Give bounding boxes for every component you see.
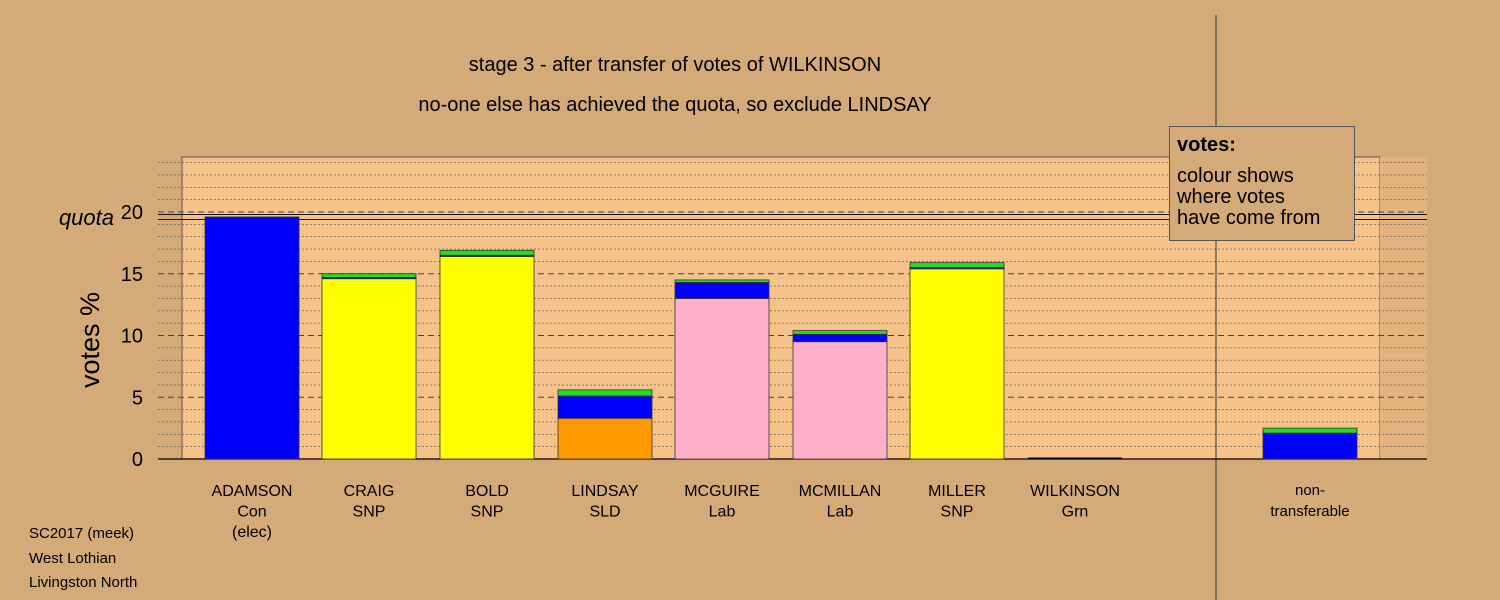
bar-segment [792, 341, 888, 460]
category-label: SNP [941, 504, 974, 521]
bar-segment [439, 249, 535, 256]
y-tick-label: 20 [121, 202, 143, 224]
footer-ward: Livingston North [29, 574, 138, 591]
category-label: SNP [471, 504, 504, 521]
category-label-nontransferable: non- [1295, 482, 1325, 499]
category-label: LINDSAY [571, 483, 639, 500]
category-label: Con [237, 504, 266, 521]
legend-line: have come from [1177, 207, 1321, 229]
bar-segment [792, 330, 888, 335]
bar-segment [792, 333, 888, 343]
category-label: SLD [589, 504, 620, 521]
y-tick-label: 0 [132, 449, 143, 471]
bar-segment [439, 256, 535, 460]
legend-line: where votes [1177, 186, 1285, 208]
legend-line: colour shows [1177, 165, 1294, 187]
bar-segment [674, 281, 770, 299]
category-label: WILKINSON [1030, 483, 1120, 500]
footer-council: West Lothian [29, 550, 117, 567]
chart-subtitle: no-one else has achieved the quota, so e… [418, 94, 932, 116]
bar-segment [557, 417, 653, 460]
legend-heading: votes: [1177, 134, 1236, 156]
category-label: Lab [709, 504, 736, 521]
quota-label: quota [59, 205, 114, 230]
bar-segment [909, 262, 1005, 268]
category-label: CRAIG [344, 483, 395, 500]
y-axis-label: votes % [75, 292, 105, 388]
bar-segment [557, 389, 653, 397]
bar-segment [204, 216, 300, 460]
category-label: ADAMSON [212, 483, 293, 500]
category-label: SNP [353, 504, 386, 521]
footer-election: SC2017 (meek) [29, 525, 135, 542]
y-tick-label: 5 [132, 387, 143, 409]
category-label-nontransferable: transferable [1270, 503, 1349, 520]
bar-segment [321, 273, 417, 278]
bar-segment [557, 395, 653, 419]
y-tick-label: 10 [121, 326, 143, 348]
category-label: Lab [827, 504, 854, 521]
bar-segment [909, 268, 1005, 460]
y-tick-label: 15 [121, 264, 143, 286]
plot-area-shade [1380, 157, 1427, 459]
bar-segment [674, 298, 770, 460]
legend-box: votes: colour shows where votes have com… [1169, 126, 1355, 241]
category-label: BOLD [465, 483, 509, 500]
bar-segment [321, 278, 417, 460]
bar-segment [674, 279, 770, 283]
category-label: Grn [1062, 504, 1089, 521]
bar-segment [1262, 427, 1358, 434]
category-label: MILLER [928, 483, 986, 500]
category-label: MCMILLAN [799, 483, 882, 500]
category-label: (elec) [232, 524, 272, 541]
bar-segment [1262, 432, 1358, 460]
category-label: MCGUIRE [684, 483, 760, 500]
chart-title: stage 3 - after transfer of votes of WIL… [468, 54, 882, 76]
